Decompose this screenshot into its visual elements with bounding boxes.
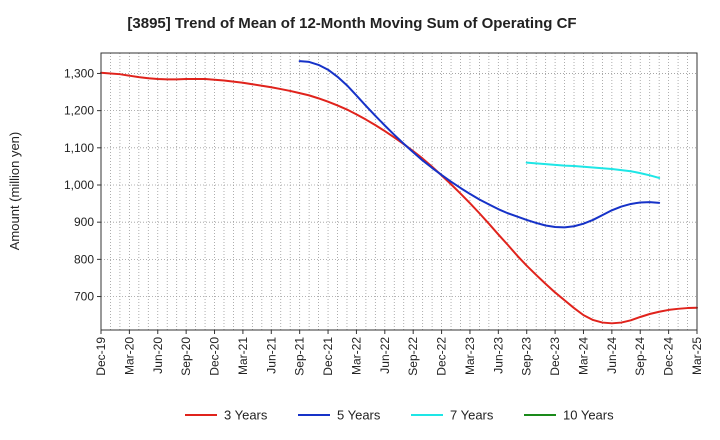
x-tick-label: Mar-21 [236, 337, 250, 375]
x-tick-label: Sep-24 [633, 337, 647, 376]
y-tick-label: 1,100 [64, 141, 94, 155]
chart-title: [3895] Trend of Mean of 12-Month Moving … [127, 15, 576, 32]
legend: 3 Years 5 Years 7 Years 10 Years [185, 408, 614, 423]
x-tick-label: Mar-25 [690, 337, 704, 375]
x-tick-label: Dec-23 [548, 337, 562, 376]
legend-label-10-years: 10 Years [563, 408, 614, 423]
x-tick-label: Dec-20 [208, 337, 222, 376]
legend-label-7-years: 7 Years [450, 408, 494, 423]
x-tick-label: Dec-21 [321, 337, 335, 376]
series-line-3-years [100, 71, 698, 325]
y-tick-label: 1,000 [64, 178, 94, 192]
y-tick-label: 1,200 [64, 104, 94, 118]
x-tick-label: Sep-23 [520, 337, 534, 376]
y-axis-label: Amount (million yen) [7, 132, 22, 251]
x-tick-label: Jun-20 [151, 337, 165, 374]
series-line-7-years [525, 161, 661, 179]
x-ticks: Dec-19 Mar-20 Jun-20 Sep-20 Dec-20 Mar-21 Jun-… [94, 330, 704, 376]
x-tick-label: Mar-20 [122, 337, 136, 375]
x-tick-label: Jun-24 [605, 337, 619, 374]
legend-label-3-years: 3 Years [224, 408, 268, 423]
x-tick-label: Mar-23 [463, 337, 477, 375]
plot-area [101, 53, 697, 330]
x-tick-label: Jun-22 [378, 337, 392, 374]
y-tick-label: 800 [74, 252, 94, 266]
y-tick-label: 1,300 [64, 66, 94, 80]
x-tick-label: Dec-24 [662, 337, 676, 376]
plot-frame [100, 52, 698, 331]
x-tick-label: Sep-20 [179, 337, 193, 376]
x-tick-label: Mar-22 [349, 337, 363, 375]
x-tick-label: Mar-24 [576, 337, 590, 375]
series-line-5-years [298, 60, 661, 229]
y-ticks: 700 800 900 1,000 1,100 1,200 1,300 [64, 66, 101, 304]
y-tick-label: 700 [74, 290, 94, 304]
x-tick-label: Dec-22 [435, 337, 449, 376]
x-tick-label: Sep-21 [293, 337, 307, 376]
grid [101, 53, 697, 330]
legend-label-5-years: 5 Years [337, 408, 381, 423]
y-tick-label: 900 [74, 215, 94, 229]
series-lines [100, 60, 698, 325]
x-tick-label: Jun-21 [264, 337, 278, 374]
x-tick-label: Dec-19 [94, 337, 108, 376]
x-tick-label: Sep-22 [406, 337, 420, 376]
x-tick-label: Jun-23 [491, 337, 505, 374]
